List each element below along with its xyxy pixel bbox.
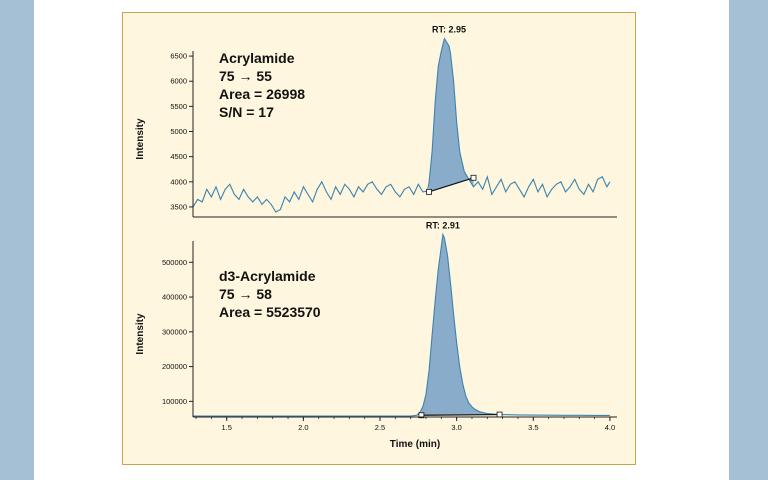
x-tick-label-1-0: 1.5 [222,423,232,432]
y-tick-label-1-1: 200000 [162,362,187,371]
annotation-line-0-3: S/N = 17 [219,104,274,120]
peak-area-0 [429,38,474,192]
peak-rt-label-1: RT: 2.91 [426,220,460,230]
annotation-line-0-2: Area = 26998 [219,86,305,102]
peak-marker-0-1 [470,174,477,181]
x-tick-label-1-2: 2.5 [375,423,385,432]
peak-marker-0-0 [426,188,432,195]
y-tick-label-0-3: 5000 [170,127,187,136]
y-tick-label-0-1: 4000 [170,177,187,186]
peak-marker-1-0 [418,412,425,419]
peak-baseline-1 [421,413,500,416]
right-side-band [729,0,768,480]
annotation-line-0-0: Acrylamide [219,50,295,66]
x-tick-label-1-4: 3.5 [528,423,538,432]
chromatogram-figure: 3500 4000 4500 5000 5500 6000 6500 Intensity RT:… [122,12,636,465]
x-tick-label-1-3: 3.0 [451,423,461,432]
annotation-line-1-1: 75 → 58 [219,286,272,302]
y-tick-label-0-0: 3500 [170,202,187,211]
peak-baseline-0 [428,177,474,193]
x-axis-title: Time (min) [390,439,440,450]
y-tick-label-1-3: 400000 [162,293,187,302]
left-side-band [0,0,34,480]
y-tick-label-1-4: 500000 [162,258,187,267]
annotation-line-1-0: d3-Acrylamide [219,268,316,284]
y-axis-title-0: Intensity [135,118,146,160]
trace-line-0 [192,37,611,213]
y-tick-label-1-2: 300000 [162,327,187,336]
peak-rt-label-0: RT: 2.95 [432,24,466,34]
x-tick-label-1-1: 2.0 [298,423,308,432]
y-tick-label-0-5: 6000 [170,77,187,86]
x-tick-label-1-5: 4.0 [605,423,615,432]
peak-marker-1-1 [496,411,503,418]
annotation-line-0-1: 75 → 55 [219,68,272,84]
chromatogram-svg: 3500 4000 4500 5000 5500 6000 6500 Intensity RT:… [135,24,617,450]
trace-line-1 [193,232,610,417]
y-tick-label-0-6: 6500 [170,52,187,61]
y-axis-title-1: Intensity [135,313,146,355]
annotation-line-1-2: Area = 5523570 [219,304,321,320]
y-tick-label-1-0: 100000 [162,397,187,406]
y-tick-label-0-4: 5500 [170,102,187,111]
peak-area-1 [421,234,500,416]
y-tick-label-0-2: 4500 [170,152,187,161]
